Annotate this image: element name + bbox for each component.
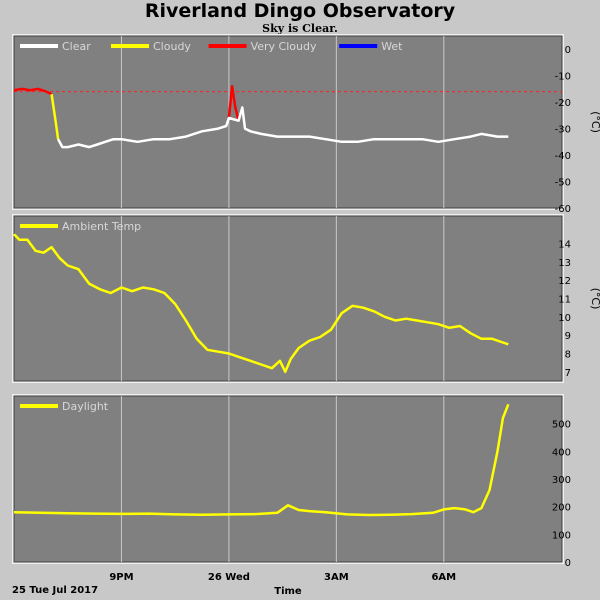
y-tick-label: -20 bbox=[555, 98, 571, 109]
y-tick-label: 100 bbox=[552, 530, 571, 541]
x-tick-label: 6AM bbox=[431, 572, 456, 583]
legend-label: Cloudy bbox=[153, 40, 191, 53]
y-tick-label: 12 bbox=[558, 276, 571, 287]
y-axis-unit: (°C) bbox=[589, 288, 600, 310]
date-label: 25 Tue Jul 2017 bbox=[12, 585, 99, 596]
series-line-cloudy bbox=[50, 94, 60, 140]
legend-label: Clear bbox=[62, 40, 91, 53]
y-tick-label: 10 bbox=[558, 313, 571, 324]
y-tick-label: 7 bbox=[565, 368, 571, 379]
series-line-daylight bbox=[13, 403, 510, 517]
x-axis-title: Time bbox=[274, 586, 302, 597]
y-tick-label: 300 bbox=[552, 475, 571, 486]
y-tick-label: 200 bbox=[552, 503, 571, 514]
x-tick-label: 3AM bbox=[324, 572, 349, 583]
panel-sky: 0 -10 -20 -30 -40 -50 -60 (°C) Clear Cloudy Very C… bbox=[12, 34, 600, 215]
y-tick-label: 14 bbox=[558, 240, 571, 251]
panel-background bbox=[13, 395, 563, 563]
y-tick-label: 11 bbox=[558, 295, 571, 306]
legend-label: Very Cloudy bbox=[251, 40, 317, 53]
x-tick-label: 9PM bbox=[109, 572, 133, 583]
y-tick-label: -50 bbox=[555, 178, 571, 189]
legend-label: Daylight bbox=[62, 400, 109, 413]
series-line-clear bbox=[57, 106, 509, 149]
y-tick-label: 8 bbox=[565, 350, 571, 361]
legend-label: Wet bbox=[381, 40, 403, 53]
y-tick-label: 0 bbox=[565, 558, 571, 569]
chart-title: Riverland Dingo Observatory bbox=[144, 0, 456, 22]
y-tick-label: -30 bbox=[555, 125, 571, 136]
panel-daylight: 0 100 200 300 400 500 Daylight bbox=[12, 394, 571, 569]
x-tick-label: 26 Wed bbox=[208, 572, 250, 583]
y-tick-label: 9 bbox=[565, 331, 571, 342]
series-line-very-cloudy bbox=[13, 87, 53, 96]
y-tick-label: -60 bbox=[555, 204, 571, 215]
y-axis-unit: (°C) bbox=[589, 111, 600, 133]
panel-background bbox=[13, 35, 563, 209]
sky-status: Sky is Clear. bbox=[262, 22, 338, 35]
series-line-ambient-temp bbox=[13, 233, 509, 374]
y-tick-label: 500 bbox=[552, 420, 571, 431]
y-tick-label: 13 bbox=[558, 258, 571, 269]
legend-label: Ambient Temp bbox=[62, 220, 141, 233]
y-tick-label: 400 bbox=[552, 447, 571, 458]
panel-ambient: 7 8 9 10 11 12 13 14 (°C) Ambient Temp bbox=[12, 214, 600, 383]
panel-background bbox=[13, 215, 563, 382]
y-tick-label: -40 bbox=[555, 151, 571, 162]
series-line-very-cloudy bbox=[227, 85, 240, 122]
y-tick-label: -10 bbox=[555, 72, 571, 83]
y-tick-label: 0 bbox=[565, 45, 571, 56]
